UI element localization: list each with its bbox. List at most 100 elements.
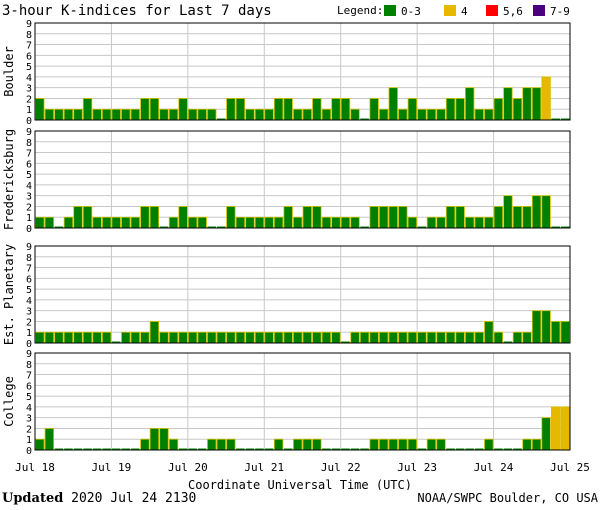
k-index-bar	[512, 331, 523, 344]
k-index-bar	[121, 448, 131, 450]
k-index-bar	[207, 331, 217, 344]
k-index-bar	[83, 448, 92, 450]
y-tick-label: 8	[26, 138, 32, 149]
y-tick-label: 4	[26, 73, 32, 84]
k-index-bar	[168, 216, 179, 229]
footer-source: NOAA/SWPC Boulder, CO USA	[417, 491, 598, 505]
k-index-bar	[226, 331, 236, 344]
x-axis-label: Coordinate Universal Time (UTC)	[188, 478, 412, 490]
k-index-bar	[503, 448, 513, 450]
k-index-bar	[197, 331, 207, 344]
k-index-bar	[541, 76, 551, 121]
k-index-bar	[168, 331, 179, 344]
footer-updated: Updated 2020 Jul 24 2130	[2, 491, 196, 506]
k-index-bar	[388, 87, 398, 121]
legend-entry-label: 7-9	[550, 5, 570, 18]
k-index-bar	[407, 438, 418, 451]
k-index-bar	[436, 108, 446, 121]
updated-label: Updated	[2, 491, 64, 506]
k-index-bar	[426, 331, 437, 344]
k-index-bar	[254, 108, 265, 121]
panel-frame	[34, 245, 571, 344]
k-index-bar	[398, 438, 408, 451]
k-index-bar	[312, 98, 322, 121]
k-index-bar	[484, 438, 494, 451]
k-index-bar	[159, 428, 169, 451]
k-index-bar	[503, 341, 513, 343]
y-tick-label: 5	[26, 285, 32, 296]
k-index-bar	[484, 108, 494, 121]
k-index-bar	[302, 108, 312, 121]
k-index-bar	[187, 108, 198, 121]
x-tick-label: Jul 21	[244, 461, 284, 474]
panel-label: Est. Planetary	[2, 244, 16, 345]
k-index-bar	[379, 331, 389, 344]
k-index-bar	[465, 87, 475, 121]
k-index-bar	[465, 216, 475, 229]
k-index-bar	[531, 310, 542, 344]
panel-label: College	[2, 376, 16, 427]
y-tick-label: 6	[26, 159, 32, 170]
k-index-bar	[207, 226, 217, 228]
k-index-bar	[149, 321, 160, 344]
k-index-bar	[503, 87, 513, 121]
k-index-bar	[35, 98, 45, 121]
y-tick-label: 8	[26, 30, 32, 41]
k-index-bar	[226, 206, 236, 229]
k-index-bar	[494, 448, 503, 450]
k-index-bar	[44, 216, 55, 229]
k-index-bar	[197, 216, 207, 229]
k-index-bar	[283, 448, 293, 450]
k-index-bar	[541, 195, 551, 229]
k-index-bar	[541, 310, 551, 344]
y-tick-label: 1	[26, 213, 32, 224]
k-index-bar	[417, 108, 427, 121]
k-index-bar	[187, 216, 198, 229]
k-index-bar	[207, 108, 217, 121]
y-tick-label: 5	[26, 170, 32, 181]
k-index-bar	[64, 448, 73, 450]
k-index-bar	[369, 98, 379, 121]
k-index-bar	[407, 98, 418, 121]
k-index-bar	[426, 108, 437, 121]
k-index-bar	[550, 406, 561, 451]
k-index-bar	[560, 226, 570, 228]
y-tick-label: 8	[26, 253, 32, 264]
k-index-bar	[178, 448, 188, 450]
k-index-bar	[426, 438, 437, 451]
k-index-bar	[130, 108, 140, 121]
k-index-bar	[111, 341, 121, 343]
k-index-bar	[484, 216, 494, 229]
k-index-bar	[331, 448, 341, 450]
k-index-bar	[360, 448, 369, 450]
k-index-bar	[455, 206, 465, 229]
k-index-bar	[350, 108, 360, 121]
k-index-bar	[216, 331, 226, 344]
k-index-bar	[44, 108, 55, 121]
updated-value: 2020 Jul 24 2130	[71, 491, 197, 506]
k-index-bar	[388, 206, 398, 229]
k-index-bar	[312, 438, 322, 451]
k-index-bar	[140, 206, 150, 229]
k-index-bar	[360, 118, 369, 120]
k-index-bar	[531, 438, 542, 451]
panel-frame	[34, 22, 571, 121]
k-index-bar	[273, 331, 284, 344]
y-tick-label: 7	[26, 41, 32, 52]
y-tick-label: 5	[26, 392, 32, 403]
k-index-bar	[474, 448, 484, 450]
panel-label: Boulder	[2, 46, 16, 97]
legend-entry-label: 4	[461, 5, 468, 18]
x-axis: Jul 18 Jul 19 Jul 20 Jul 21 Jul 22 Jul 23 Jul …	[15, 461, 590, 474]
k-index-bar	[350, 448, 360, 450]
k-index-bar	[140, 438, 150, 451]
k-index-bar	[273, 438, 284, 451]
k-index-bar	[149, 98, 160, 121]
k-index-bar	[512, 206, 523, 229]
k-index-bar	[455, 98, 465, 121]
k-index-chart: 3-hour K-indices for Last 7 days Legend:…	[2, 3, 590, 490]
k-index-bar	[216, 438, 226, 451]
k-index-bar	[82, 98, 93, 121]
